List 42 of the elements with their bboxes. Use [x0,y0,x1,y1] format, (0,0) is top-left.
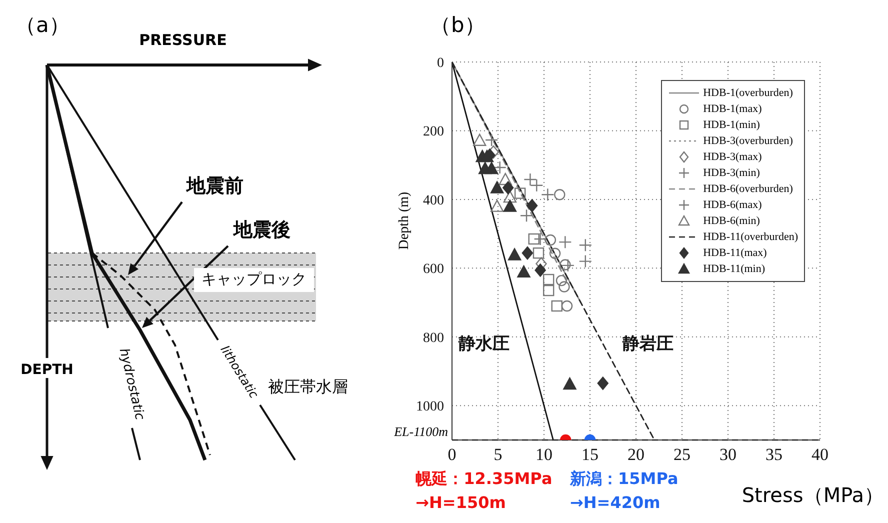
x-tick-label: 40 [812,445,828,464]
y-tick-label: 400 [423,193,444,208]
x-tick-label: 5 [494,445,502,464]
text: 地震後 [232,219,290,241]
legend-label: HDB-6(max) [703,199,762,211]
legend-label: HDB-1(min) [703,119,760,131]
text: 被圧帯水層 [268,377,348,396]
annotation: 幌延：12.35MPa →H=150m [416,469,552,512]
legend-label: HDB-3(max) [703,151,762,163]
legend-label: HDB-6(overburden) [703,183,793,195]
y-tick-label: 1000 [416,400,444,415]
legend-label: HDB-1(max) [703,103,762,115]
text: DEPTH [20,362,74,378]
legend-label: HDB-11(max) [703,247,767,259]
text: PRESSURE [139,31,227,49]
legend-label: HDB-1(overburden) [703,87,793,99]
x-tick-label: 30 [720,445,736,464]
legend-label: HDB-11(overburden) [703,231,798,243]
annotation: 新潟：15MPa →H=420m [569,469,678,512]
text: キャップロック [202,270,306,288]
legend-label: HDB-6(min) [703,215,760,227]
y-tick-label: 200 [423,124,444,140]
y-tick-label: 800 [423,330,444,346]
chart-title: （b） [430,13,486,37]
legend-label: HDB-11(min) [703,263,766,275]
x-tick-label: 35 [766,445,782,464]
annotation: 静岩圧 [621,334,674,354]
annotation: 静水圧 [458,334,510,354]
legend-label: HDB-3(overburden) [703,135,793,147]
text: 地震前 [186,175,244,197]
x-tick-label: 20 [628,445,644,464]
y-axis-title: Depth (m) [397,191,412,250]
legend-label: HDB-3(min) [703,167,760,179]
ref-line-label: EL-1100m [393,424,448,439]
x-tick-label: 15 [582,445,598,464]
x-tick-label: 0 [448,445,456,464]
x-tick-label: 25 [674,445,690,464]
x-axis-title: Stress（MPa） [742,483,884,507]
y-tick-label: 0 [437,56,444,71]
x-tick-label: 10 [536,445,552,464]
text: （a） [15,13,70,37]
y-tick-label: 600 [423,262,444,278]
